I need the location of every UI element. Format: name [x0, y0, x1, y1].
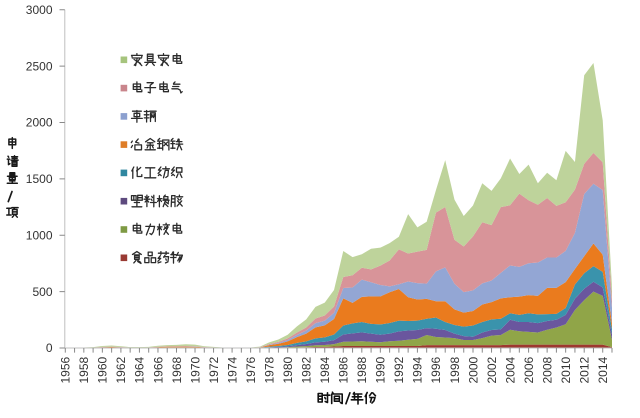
svg-text:1956: 1956	[59, 356, 73, 383]
svg-text:1980: 1980	[281, 356, 295, 383]
svg-text:2010: 2010	[559, 356, 573, 383]
svg-text:1970: 1970	[188, 356, 202, 383]
svg-text:1962: 1962	[114, 356, 128, 383]
svg-text:1960: 1960	[96, 356, 110, 383]
svg-text:2000: 2000	[26, 116, 53, 130]
svg-text:2000: 2000	[466, 356, 480, 383]
svg-text:2014: 2014	[596, 356, 610, 383]
svg-text:2006: 2006	[522, 356, 536, 383]
svg-text:2008: 2008	[540, 356, 554, 383]
svg-text:2004: 2004	[503, 356, 517, 383]
svg-text:1968: 1968	[170, 356, 184, 383]
svg-text:1966: 1966	[151, 356, 165, 383]
svg-text:1974: 1974	[225, 356, 239, 383]
svg-text:1988: 1988	[355, 356, 369, 383]
svg-text:2012: 2012	[578, 356, 592, 383]
svg-text:1990: 1990	[374, 356, 388, 383]
svg-text:1958: 1958	[77, 356, 91, 383]
svg-text:500: 500	[32, 285, 52, 299]
svg-text:1982: 1982	[300, 356, 314, 383]
svg-text:1998: 1998	[448, 356, 462, 383]
svg-text:1500: 1500	[26, 172, 53, 186]
svg-text:1996: 1996	[429, 356, 443, 383]
svg-text:0: 0	[46, 341, 53, 355]
svg-text:2500: 2500	[26, 59, 53, 73]
svg-text:1964: 1964	[133, 356, 147, 383]
svg-text:1976: 1976	[244, 356, 258, 383]
svg-text:2002: 2002	[485, 356, 499, 383]
svg-text:1972: 1972	[207, 356, 221, 383]
svg-text:1000: 1000	[26, 228, 53, 242]
svg-text:3000: 3000	[26, 3, 53, 17]
svg-text:1978: 1978	[263, 356, 277, 383]
svg-text:1992: 1992	[392, 356, 406, 383]
svg-text:1984: 1984	[318, 356, 332, 383]
svg-text:1994: 1994	[411, 356, 425, 383]
svg-text:1986: 1986	[337, 356, 351, 383]
